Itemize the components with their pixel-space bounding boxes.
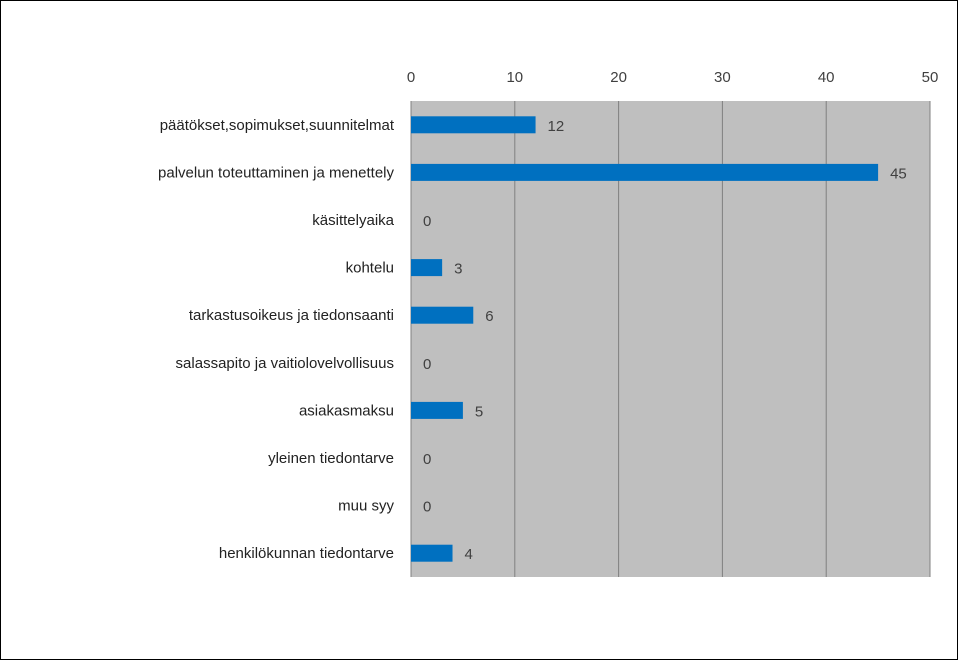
category-label: päätökset,sopimukset,suunnitelmat [160,117,395,134]
x-tick-label: 40 [818,69,835,86]
bar [411,163,879,181]
x-tick-label: 20 [610,69,627,86]
data-label: 5 [475,403,483,420]
category-label: muu syy [338,498,394,515]
x-tick-label: 10 [506,69,523,86]
category-label: henkilökunnan tiedontarve [219,545,394,562]
data-label: 0 [423,356,431,373]
category-label: asiakasmaksu [299,402,394,419]
data-label: 12 [548,118,565,135]
category-label: salassapito ja vaitiolovelvollisuus [176,355,394,372]
data-label: 4 [465,546,473,563]
category-label: käsittelyaika [312,212,394,229]
bar [411,259,443,277]
bar [411,116,536,134]
bar [411,401,463,419]
data-label: 0 [423,499,431,516]
bar [411,544,453,562]
x-tick-label: 50 [922,69,939,86]
category-label: kohtelu [346,260,394,277]
data-label: 6 [485,308,493,325]
data-label: 0 [423,213,431,230]
x-tick-label: 0 [407,69,415,86]
data-label: 3 [454,261,462,278]
category-label: tarkastusoikeus ja tiedonsaanti [189,307,394,324]
data-label: 0 [423,451,431,468]
category-label: yleinen tiedontarve [268,450,394,467]
x-tick-label: 30 [714,69,731,86]
category-label: palvelun toteuttaminen ja menettely [158,164,394,181]
bar [411,306,474,324]
data-label: 45 [890,165,907,182]
